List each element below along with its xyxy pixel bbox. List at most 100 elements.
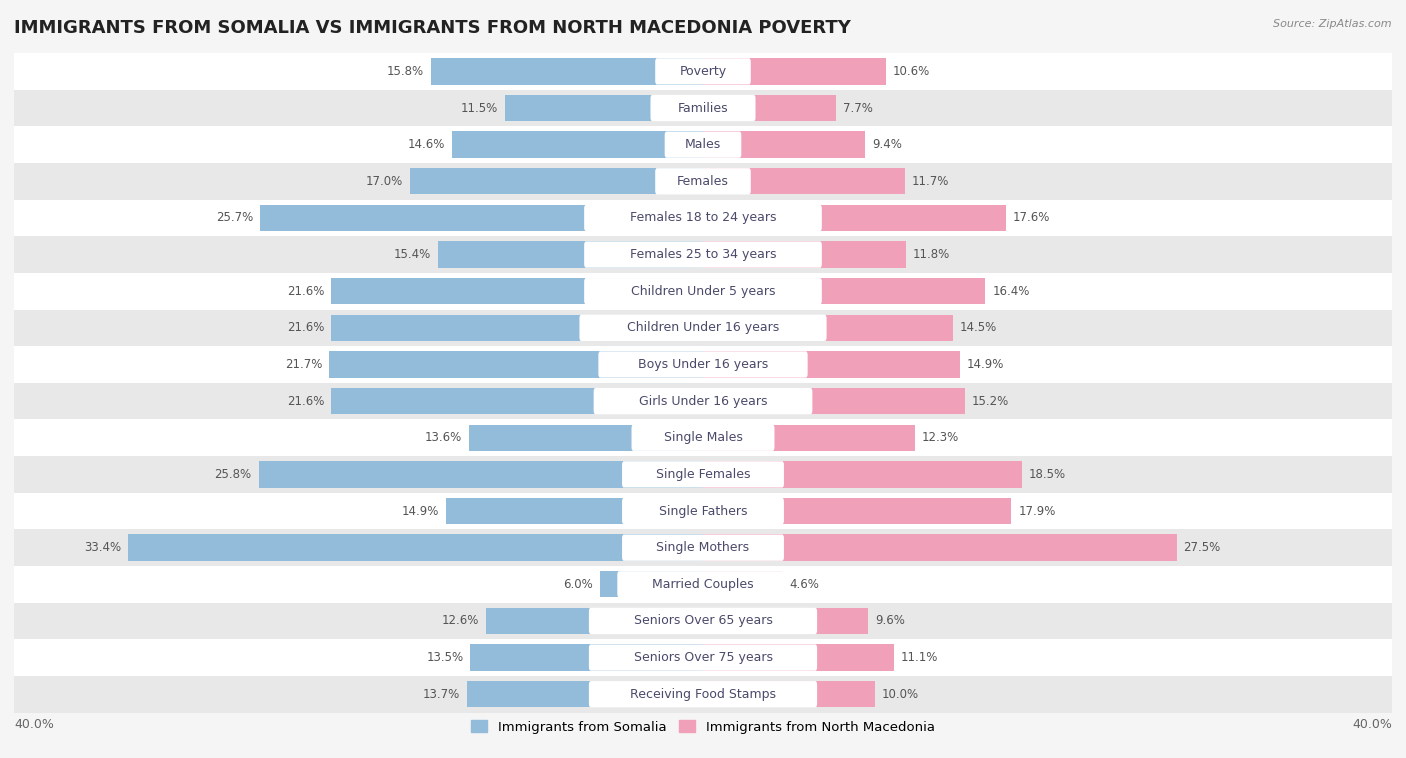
Bar (14, 639, 1392, 676)
Bar (14, 383, 1392, 419)
Bar (505, 95, 703, 121)
Bar (14, 53, 1392, 89)
Text: Married Couples: Married Couples (652, 578, 754, 590)
Text: Females 18 to 24 years: Females 18 to 24 years (630, 211, 776, 224)
Text: 25.7%: 25.7% (217, 211, 253, 224)
Text: Boys Under 16 years: Boys Under 16 years (638, 358, 768, 371)
Text: Single Mothers: Single Mothers (657, 541, 749, 554)
Text: 12.6%: 12.6% (441, 615, 479, 628)
FancyBboxPatch shape (589, 644, 817, 671)
FancyBboxPatch shape (631, 424, 775, 451)
Bar (446, 498, 703, 525)
Bar (703, 644, 894, 671)
Text: 9.6%: 9.6% (875, 615, 905, 628)
FancyBboxPatch shape (617, 571, 789, 597)
FancyBboxPatch shape (621, 498, 785, 525)
Bar (14, 529, 1392, 566)
Text: 40.0%: 40.0% (1353, 718, 1392, 731)
Text: Source: ZipAtlas.com: Source: ZipAtlas.com (1274, 19, 1392, 29)
Text: 10.6%: 10.6% (893, 65, 929, 78)
Bar (703, 388, 965, 415)
Text: 13.5%: 13.5% (426, 651, 464, 664)
Bar (14, 676, 1392, 713)
Text: Males: Males (685, 138, 721, 151)
Text: IMMIGRANTS FROM SOMALIA VS IMMIGRANTS FROM NORTH MACEDONIA POVERTY: IMMIGRANTS FROM SOMALIA VS IMMIGRANTS FR… (14, 19, 851, 37)
Text: 33.4%: 33.4% (84, 541, 121, 554)
Bar (14, 273, 1392, 309)
Bar (14, 309, 1392, 346)
Text: 17.6%: 17.6% (1012, 211, 1050, 224)
Text: 18.5%: 18.5% (1029, 468, 1066, 481)
Text: 12.3%: 12.3% (922, 431, 959, 444)
Text: Females: Females (678, 175, 728, 188)
Bar (703, 241, 907, 268)
FancyBboxPatch shape (621, 534, 785, 561)
FancyBboxPatch shape (651, 95, 755, 121)
Text: Children Under 5 years: Children Under 5 years (631, 285, 775, 298)
Bar (451, 131, 703, 158)
Text: 21.6%: 21.6% (287, 285, 323, 298)
Bar (14, 163, 1392, 199)
FancyBboxPatch shape (589, 608, 817, 634)
FancyBboxPatch shape (583, 278, 823, 305)
Bar (14, 566, 1392, 603)
FancyBboxPatch shape (655, 58, 751, 85)
Text: 15.8%: 15.8% (387, 65, 425, 78)
Text: 14.5%: 14.5% (960, 321, 997, 334)
Bar (14, 199, 1392, 236)
Bar (703, 95, 835, 121)
Bar (14, 346, 1392, 383)
Text: Single Fathers: Single Fathers (659, 505, 747, 518)
Text: 6.0%: 6.0% (562, 578, 593, 590)
Bar (14, 419, 1392, 456)
Text: 14.9%: 14.9% (966, 358, 1004, 371)
Bar (437, 241, 703, 268)
Text: 40.0%: 40.0% (14, 718, 53, 731)
Bar (599, 571, 703, 597)
Text: 17.0%: 17.0% (366, 175, 404, 188)
Bar (703, 534, 1177, 561)
FancyBboxPatch shape (599, 351, 807, 377)
Text: 15.4%: 15.4% (394, 248, 430, 261)
Bar (330, 278, 703, 305)
Bar (260, 205, 703, 231)
Bar (703, 315, 953, 341)
FancyBboxPatch shape (589, 681, 817, 707)
FancyBboxPatch shape (579, 315, 827, 341)
Bar (703, 168, 904, 195)
Bar (14, 456, 1392, 493)
Bar (14, 127, 1392, 163)
Bar (430, 58, 703, 85)
Text: Girls Under 16 years: Girls Under 16 years (638, 395, 768, 408)
Bar (703, 498, 1011, 525)
Text: 25.8%: 25.8% (215, 468, 252, 481)
FancyBboxPatch shape (655, 168, 751, 195)
Legend: Immigrants from Somalia, Immigrants from North Macedonia: Immigrants from Somalia, Immigrants from… (465, 715, 941, 739)
Bar (703, 351, 960, 377)
Bar (467, 681, 703, 707)
Bar (703, 131, 865, 158)
Text: Females 25 to 34 years: Females 25 to 34 years (630, 248, 776, 261)
Text: 15.2%: 15.2% (972, 395, 1010, 408)
Text: 13.7%: 13.7% (423, 688, 460, 700)
Bar (259, 461, 703, 487)
Text: 11.7%: 11.7% (911, 175, 949, 188)
Text: 27.5%: 27.5% (1184, 541, 1220, 554)
Bar (14, 89, 1392, 127)
Bar (471, 644, 703, 671)
Bar (14, 603, 1392, 639)
Text: Single Females: Single Females (655, 468, 751, 481)
Bar (330, 315, 703, 341)
Bar (411, 168, 703, 195)
Bar (703, 205, 1007, 231)
Text: Poverty: Poverty (679, 65, 727, 78)
Bar (330, 388, 703, 415)
FancyBboxPatch shape (583, 205, 823, 231)
Text: 21.6%: 21.6% (287, 395, 323, 408)
Bar (703, 424, 915, 451)
Text: 11.1%: 11.1% (901, 651, 938, 664)
Text: 21.6%: 21.6% (287, 321, 323, 334)
Text: 14.9%: 14.9% (402, 505, 440, 518)
Bar (703, 278, 986, 305)
Bar (703, 681, 875, 707)
